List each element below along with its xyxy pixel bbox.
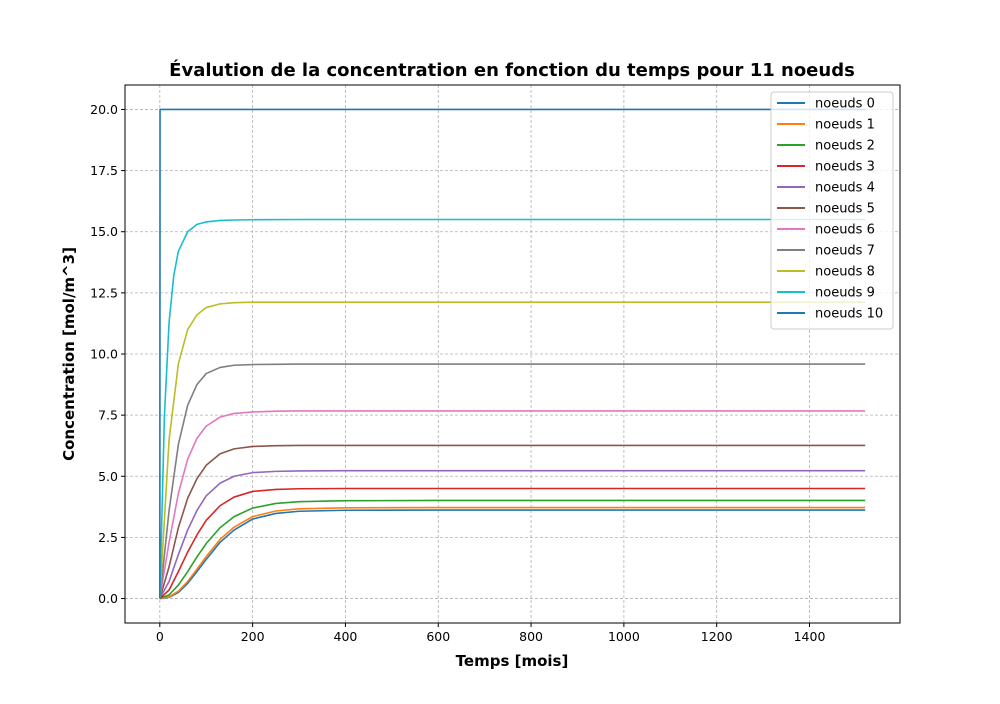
legend-box — [770, 91, 894, 330]
y-tick-label: 0.0 — [98, 591, 118, 606]
x-tick-label: 1400 — [794, 629, 826, 644]
y-tick-label: 10.0 — [90, 347, 118, 362]
x-tick-label: 1200 — [701, 629, 733, 644]
y-axis-label: Concentration [mol/m^3] — [60, 247, 78, 461]
series-line-noeuds-6 — [159, 410, 866, 599]
legend-label: noeuds 2 — [815, 139, 875, 154]
x-tick-label: 400 — [334, 629, 358, 644]
x-tick-label: 600 — [426, 629, 450, 644]
y-tick-label: 12.5 — [90, 285, 118, 300]
x-axis-label: Temps [mois] — [456, 652, 569, 670]
series-line-noeuds-4 — [159, 469, 866, 599]
y-tick-label: 20.0 — [90, 102, 118, 117]
legend: noeuds 0 noeuds 1 noeuds 2 noeuds 3 noeuds 4… — [770, 91, 894, 330]
series-line-noeuds-9 — [159, 218, 866, 599]
legend-label: noeuds 7 — [815, 244, 875, 259]
y-tick-label: 2.5 — [98, 530, 118, 545]
series-line-noeuds-1 — [159, 506, 866, 600]
series-line-noeuds-3 — [159, 487, 866, 600]
x-tick-label: 200 — [241, 629, 265, 644]
legend-label: noeuds 4 — [815, 181, 875, 196]
series-line-noeuds-0 — [159, 509, 866, 600]
x-tick-label: 800 — [519, 629, 543, 644]
series-line-noeuds-7 — [159, 363, 866, 599]
x-tick-label: 0 — [156, 629, 164, 644]
y-tick-label: 15.0 — [90, 224, 118, 239]
y-tick-label: 7.5 — [98, 408, 118, 423]
y-tick-label: 17.5 — [90, 163, 118, 178]
legend-label: noeuds 10 — [815, 307, 883, 322]
legend-label: noeuds 8 — [815, 265, 875, 280]
series-line-noeuds-8 — [159, 301, 866, 599]
chart-title: Évalution de la concentration en fonctio… — [169, 59, 855, 81]
legend-label: noeuds 3 — [815, 160, 875, 175]
legend-label: noeuds 9 — [815, 286, 875, 301]
y-tick-label: 5.0 — [98, 469, 118, 484]
series-line-noeuds-2 — [159, 499, 866, 600]
series-line-noeuds-10 — [159, 108, 866, 599]
legend-label: noeuds 1 — [815, 118, 875, 133]
series-layer — [159, 108, 866, 600]
legend-label: noeuds 0 — [815, 97, 875, 112]
ticks: 0 200 400 600 800 1000 1200 1400 0.0 2.5 5.0 7.5 10.… — [90, 102, 825, 644]
legend-label: noeuds 6 — [815, 223, 875, 238]
x-tick-label: 1000 — [608, 629, 640, 644]
series-line-noeuds-5 — [159, 444, 866, 599]
legend-label: noeuds 5 — [815, 202, 875, 217]
